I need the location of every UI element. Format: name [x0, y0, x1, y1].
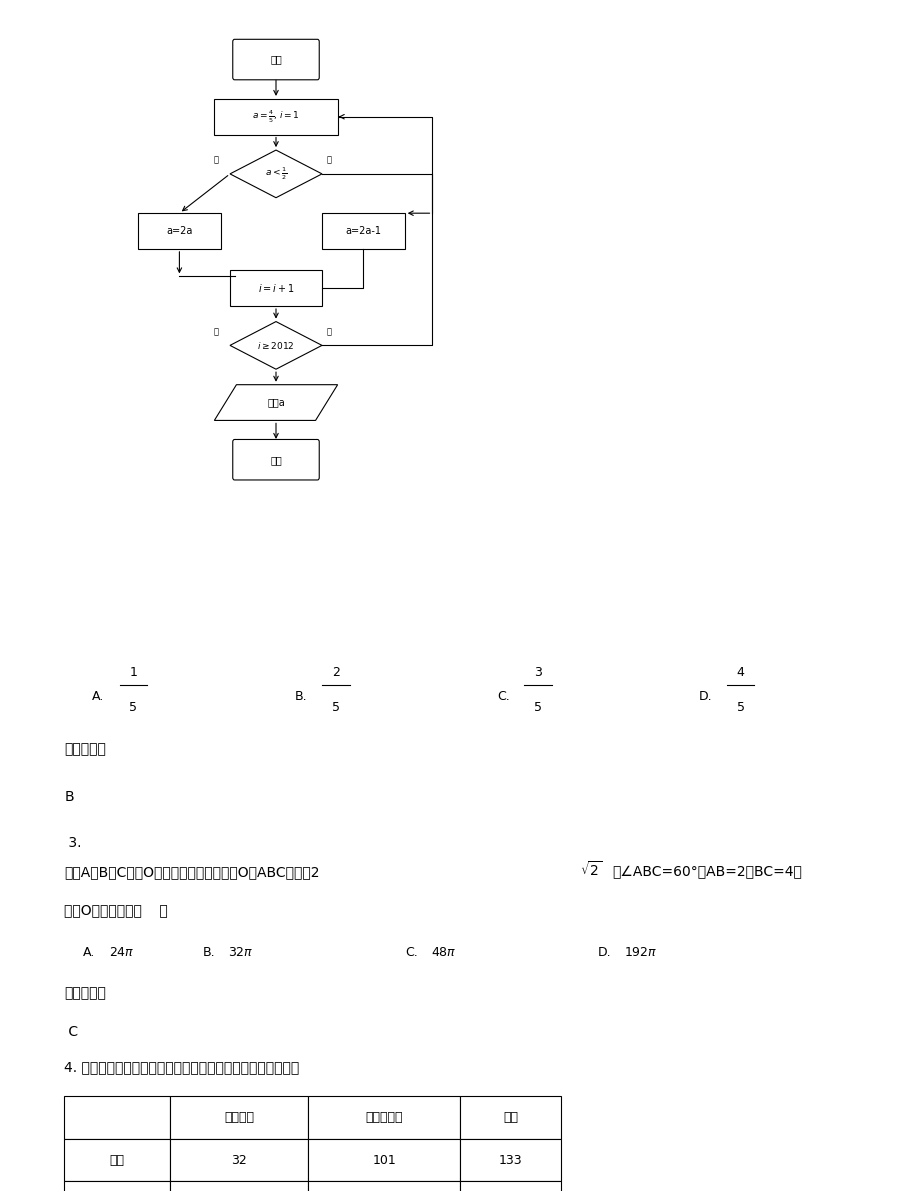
Text: 则球O的表面积为（    ）: 则球O的表面积为（ ） — [64, 903, 168, 917]
Polygon shape — [230, 150, 322, 198]
Text: 3.: 3. — [64, 836, 82, 850]
Text: a=2a-1: a=2a-1 — [345, 226, 381, 236]
Text: 得病: 得病 — [109, 1154, 125, 1166]
Text: 101: 101 — [372, 1154, 395, 1166]
Text: 结束: 结束 — [270, 455, 281, 464]
Bar — [308, 1096, 460, 1139]
Text: D.: D. — [597, 946, 611, 959]
Bar — [138, 213, 221, 249]
Text: 种子处理: 种子处理 — [224, 1111, 254, 1123]
Text: B: B — [64, 790, 74, 804]
Text: D.: D. — [698, 691, 712, 703]
Text: $24π$: $24π$ — [108, 946, 134, 959]
Text: $a<\frac{1}{2}$: $a<\frac{1}{2}$ — [265, 166, 287, 182]
Bar — [460, 1181, 561, 1191]
Text: 否: 否 — [326, 326, 331, 336]
Bar — [308, 1181, 460, 1191]
Text: 参考答案：: 参考答案： — [64, 986, 107, 1000]
Text: $48π$: $48π$ — [430, 946, 456, 959]
Text: 3: 3 — [534, 666, 541, 679]
FancyBboxPatch shape — [233, 39, 319, 80]
Text: A.: A. — [83, 946, 95, 959]
Text: $32π$: $32π$ — [228, 946, 254, 959]
Text: 开始: 开始 — [270, 55, 281, 64]
Text: 4: 4 — [736, 666, 743, 679]
Text: 是: 是 — [214, 155, 219, 164]
Bar — [64, 1096, 170, 1139]
Text: B.: B. — [294, 691, 307, 703]
Text: 参考答案：: 参考答案： — [64, 742, 107, 756]
Text: 是: 是 — [214, 326, 219, 336]
Text: 种子未处理: 种子未处理 — [365, 1111, 403, 1123]
Text: 2: 2 — [332, 666, 339, 679]
Text: C: C — [64, 1024, 78, 1039]
Text: 否: 否 — [326, 155, 331, 164]
Bar — [460, 1139, 561, 1181]
Text: 且∠ABC=60°，AB=2，BC=4，: 且∠ABC=60°，AB=2，BC=4， — [611, 865, 800, 879]
Text: $a=\frac{4}{5}$, $i=1$: $a=\frac{4}{5}$, $i=1$ — [252, 108, 300, 125]
Bar — [230, 270, 322, 306]
Bar — [308, 1139, 460, 1181]
FancyBboxPatch shape — [233, 439, 319, 480]
Text: a=2a: a=2a — [166, 226, 192, 236]
Text: 5: 5 — [736, 701, 743, 715]
Polygon shape — [230, 322, 322, 369]
Bar — [170, 1096, 308, 1139]
Text: C.: C. — [496, 691, 509, 703]
Text: C.: C. — [404, 946, 417, 959]
Text: B.: B. — [202, 946, 215, 959]
Bar — [322, 213, 404, 249]
Bar — [64, 1181, 170, 1191]
Bar — [170, 1139, 308, 1181]
Bar — [170, 1181, 308, 1191]
Text: 4. 考察棉花种子经过处理跟生病之间的关系得到如下表数据：: 4. 考察棉花种子经过处理跟生病之间的关系得到如下表数据： — [64, 1060, 300, 1074]
Text: 合计: 合计 — [503, 1111, 517, 1123]
Text: 5: 5 — [534, 701, 541, 715]
Bar — [64, 1139, 170, 1181]
Text: 输出a: 输出a — [267, 398, 285, 407]
Polygon shape — [214, 385, 337, 420]
Bar — [213, 99, 338, 135]
Bar — [460, 1096, 561, 1139]
Text: $\sqrt{2}$: $\sqrt{2}$ — [579, 860, 601, 879]
Text: 已知A、B、C是球O的球面上三点，三棱锥O－ABC的高为2: 已知A、B、C是球O的球面上三点，三棱锥O－ABC的高为2 — [64, 865, 320, 879]
Text: 1: 1 — [130, 666, 137, 679]
Text: $i\geq2012$: $i\geq2012$ — [257, 339, 294, 351]
Text: 5: 5 — [332, 701, 339, 715]
Text: 133: 133 — [498, 1154, 522, 1166]
Text: $192π$: $192π$ — [623, 946, 656, 959]
Text: $i=i+1$: $i=i+1$ — [257, 282, 294, 294]
Text: A.: A. — [92, 691, 104, 703]
Text: 5: 5 — [130, 701, 137, 715]
Text: 32: 32 — [231, 1154, 247, 1166]
